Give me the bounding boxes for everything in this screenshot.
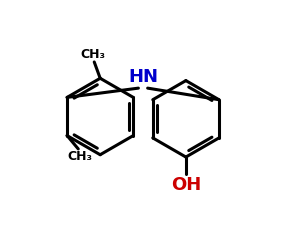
Text: CH₃: CH₃: [67, 150, 92, 163]
Text: HN: HN: [128, 68, 158, 86]
Text: CH₃: CH₃: [81, 48, 105, 61]
Text: OH: OH: [171, 175, 201, 194]
